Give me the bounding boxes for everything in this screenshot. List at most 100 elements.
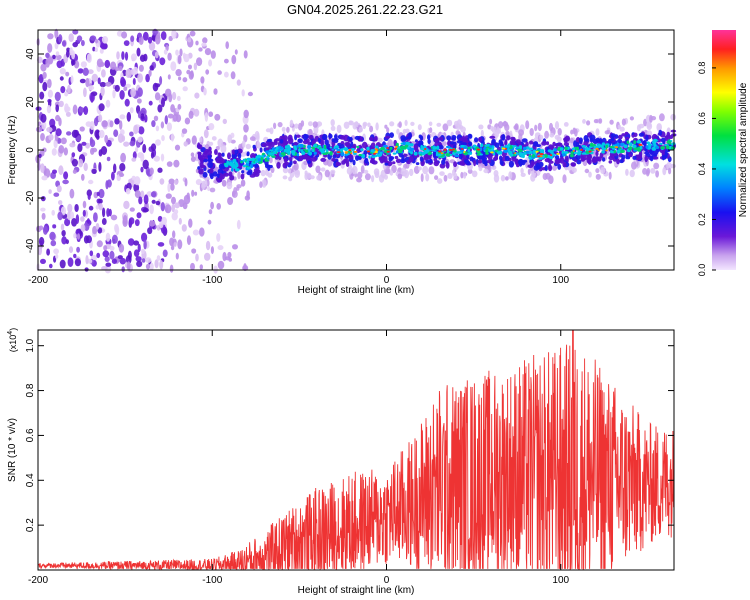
spectrogram-peak-cell bbox=[348, 149, 352, 152]
spectrogram-band-cell bbox=[354, 135, 361, 140]
spectrogram-noise-cell bbox=[68, 246, 74, 254]
spectrogram-noise-cell bbox=[227, 197, 234, 205]
spectrogram-band-cell bbox=[516, 163, 520, 168]
spectrogram-core-cell bbox=[626, 140, 630, 144]
spectrogram-noise-cell bbox=[109, 120, 114, 128]
spectrogram-noise-cell bbox=[213, 88, 218, 95]
spectrogram-noise-cell bbox=[65, 71, 70, 77]
spectrogram-band-cell bbox=[246, 152, 250, 157]
spectrogram-noise-cell bbox=[155, 139, 161, 146]
spectrogram-noise-cell bbox=[89, 136, 93, 145]
spectrogram-noise-cell bbox=[138, 196, 143, 205]
spectrogram-noise-cell bbox=[80, 216, 85, 222]
spectrogram-halo-cell bbox=[294, 123, 299, 129]
spectrogram-peak-cell bbox=[549, 154, 553, 157]
spectrogram-peak-cell bbox=[452, 148, 456, 151]
spectrogram-band-cell bbox=[494, 155, 498, 161]
spectrogram-halo-cell bbox=[606, 129, 611, 135]
spectrogram-noise-cell bbox=[81, 141, 87, 146]
spectrogram-noise-cell bbox=[194, 92, 200, 99]
spectrogram-noise-cell bbox=[90, 93, 94, 103]
spectrogram-noise-cell bbox=[145, 73, 150, 83]
spectrogram-core-cell bbox=[601, 142, 606, 146]
spectrogram-band-cell bbox=[268, 164, 273, 169]
spectrogram-noise-cell bbox=[222, 118, 227, 125]
spectrogram-noise-cell bbox=[174, 202, 180, 209]
spectrogram-core-cell bbox=[420, 147, 425, 151]
colorbar-tick-label: 0.8 bbox=[697, 62, 707, 75]
spectrogram-core-cell bbox=[331, 148, 335, 151]
spectrogram-halo-cell bbox=[584, 168, 590, 174]
spectrogram-core-cell bbox=[488, 149, 494, 152]
spectrogram-band-cell bbox=[608, 160, 613, 164]
spectrogram-core-cell bbox=[275, 146, 279, 150]
spectrogram-x-ticks: -200 -100 0 100 bbox=[28, 30, 570, 286]
spectrogram-noise-cell bbox=[56, 185, 62, 193]
spectrogram-halo-cell bbox=[505, 176, 509, 181]
spectrogram-band-cell bbox=[624, 131, 629, 135]
spectrogram-band-cell bbox=[638, 132, 645, 137]
spectrogram-core-cell bbox=[452, 151, 456, 156]
spectrogram-band-cell bbox=[311, 156, 317, 162]
spectrogram-core-cell bbox=[403, 146, 407, 150]
spectrogram-core-cell bbox=[581, 152, 587, 155]
spectrogram-noise-cell bbox=[39, 91, 45, 100]
spectrogram-noise-cell bbox=[170, 245, 175, 251]
spectrogram-core-cell bbox=[496, 151, 502, 154]
spectrogram-halo-cell bbox=[343, 121, 350, 129]
spectrogram-noise-cell bbox=[40, 163, 45, 174]
spectrogram-noise-cell bbox=[190, 152, 195, 157]
spectrogram-band-cell bbox=[494, 142, 500, 148]
spectrogram-halo-cell bbox=[351, 165, 358, 175]
spectrogram-core-cell bbox=[409, 147, 415, 152]
spectrogram-halo-cell bbox=[537, 122, 542, 132]
spectrogram-halo-cell bbox=[269, 157, 273, 164]
spectrogram-halo-cell bbox=[409, 168, 414, 177]
spectrogram-halo-cell bbox=[436, 122, 442, 127]
spectrogram-noise-cell bbox=[103, 245, 108, 251]
spectrogram-halo-cell bbox=[554, 121, 560, 130]
spectrogram-core-cell bbox=[525, 150, 530, 154]
spectrogram-noise-cell bbox=[225, 41, 229, 49]
spectrogram-band-cell bbox=[580, 153, 587, 159]
spectrogram-noise-cell bbox=[100, 44, 108, 50]
spectrogram-noise-cell bbox=[172, 113, 178, 122]
spectrogram-halo-cell bbox=[227, 134, 232, 144]
spectrogram-band-cell bbox=[619, 159, 624, 164]
spectrogram-noise-cell bbox=[174, 144, 181, 151]
spectrogram-noise-cell bbox=[150, 143, 157, 152]
spectrogram-band-cell bbox=[464, 159, 470, 164]
spectrogram-noise-cell bbox=[184, 178, 188, 187]
spectrogram-core-cell bbox=[628, 146, 633, 151]
spectrogram-band-cell bbox=[458, 152, 463, 160]
spectrogram-band-cell bbox=[445, 161, 449, 165]
spectrogram-halo-cell bbox=[215, 146, 220, 151]
spectrogram-noise-cell bbox=[101, 266, 108, 271]
spectrogram-noise-cell bbox=[37, 245, 43, 256]
spectrogram-noise-cell bbox=[83, 235, 89, 244]
spectrogram-halo-cell bbox=[397, 173, 403, 180]
spectrogram-peak-cell bbox=[535, 150, 539, 153]
spectrogram-core-cell bbox=[266, 155, 270, 159]
spectrogram-core-cell bbox=[255, 155, 259, 159]
spectrogram-noise-cell bbox=[119, 257, 127, 265]
spectrogram-noise-cell bbox=[55, 128, 62, 137]
spectrogram-halo-cell bbox=[588, 171, 592, 178]
spectrogram-y-ticks: -40 -20 0 20 40 bbox=[25, 48, 674, 253]
spectrogram-core-cell bbox=[242, 158, 246, 162]
spectrogram-noise-cell bbox=[58, 117, 62, 127]
spectrogram-noise-cell bbox=[128, 217, 135, 225]
spectrogram-halo-cell bbox=[527, 168, 531, 175]
spectrogram-noise-cell bbox=[71, 59, 76, 66]
spectrogram-band-cell bbox=[533, 141, 539, 147]
spectrogram-noise-cell bbox=[162, 249, 168, 258]
spectrogram-noise-cell bbox=[52, 224, 57, 229]
spectrogram-noise-cell bbox=[146, 191, 153, 197]
spectrogram-noise-cell bbox=[142, 159, 149, 170]
spectrogram-halo-cell bbox=[420, 173, 424, 183]
spectrogram-noise-cell bbox=[87, 69, 94, 75]
spectrogram-band-cell bbox=[246, 171, 253, 176]
spectrogram-band-cell bbox=[597, 156, 602, 162]
spectrogram-noise-cell bbox=[210, 50, 216, 59]
spectrogram-noise-cell bbox=[160, 31, 167, 41]
